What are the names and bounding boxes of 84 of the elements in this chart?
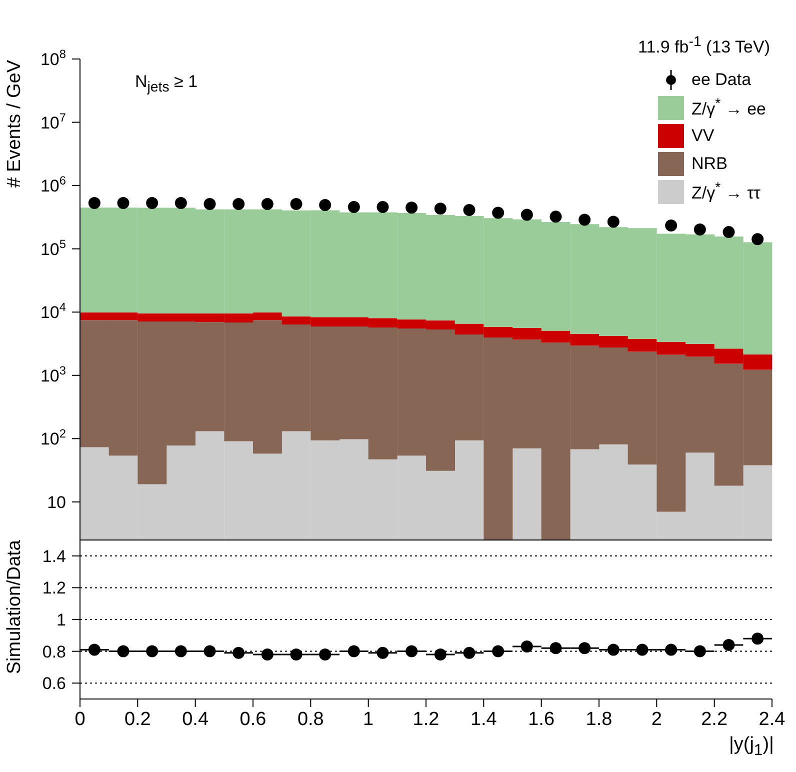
point	[607, 216, 620, 228]
point	[492, 645, 504, 658]
legend-label: Z/γ$^{*}$ → ee	[692, 96, 766, 120]
point	[578, 642, 591, 654]
point	[578, 214, 591, 226]
point	[520, 640, 533, 653]
point	[434, 648, 446, 660]
point	[261, 198, 274, 210]
point	[146, 645, 158, 658]
point	[492, 206, 504, 219]
legend-label: NRB	[692, 154, 728, 174]
x-tick-label: 2.2	[701, 709, 728, 730]
point	[607, 644, 620, 656]
point	[348, 645, 360, 658]
point	[520, 208, 533, 221]
y-axis-title: Simulation/Data	[4, 540, 25, 674]
point	[665, 219, 678, 232]
x-axis-title: |y(j$_{1}$)|	[728, 734, 774, 760]
x-tick-label: 1.4	[470, 709, 498, 730]
point	[232, 646, 245, 659]
x-tick-label: 0.2	[124, 709, 151, 730]
x-tick-label: 1.8	[586, 709, 612, 730]
legend-label: VV	[692, 126, 714, 146]
y-tick-label: 10$^{8}$	[40, 47, 66, 69]
point	[376, 646, 389, 659]
point	[174, 645, 187, 658]
x-tick-label: 0.6	[240, 709, 266, 730]
point	[117, 645, 130, 658]
point	[434, 202, 446, 215]
point	[146, 196, 158, 209]
point	[376, 201, 389, 213]
x-tick-label: 1	[363, 709, 374, 730]
y-tick-label: 1	[56, 610, 66, 630]
point	[722, 638, 735, 651]
point	[463, 204, 476, 216]
x-tick-label: 0	[74, 709, 86, 730]
y-tick-label: 10$^{4}$	[40, 300, 66, 322]
point	[290, 198, 302, 210]
point	[665, 644, 678, 656]
x-tick-label: 2	[651, 709, 662, 730]
point	[232, 198, 245, 210]
y-tick-label: 1.4	[42, 546, 66, 566]
y-tick-label: 0.6	[42, 674, 66, 694]
y-tick-label: 10$^{5}$	[40, 236, 66, 259]
bar	[512, 448, 542, 540]
point	[319, 648, 332, 660]
point	[204, 198, 216, 210]
y-tick-label: 10$^{2}$	[40, 426, 66, 449]
x-tick-label: 2.4	[758, 709, 786, 730]
y-tick-label: 10$^{6}$	[40, 174, 66, 196]
point	[290, 648, 302, 660]
point	[117, 196, 130, 209]
point	[348, 201, 360, 213]
point	[88, 644, 100, 656]
point	[204, 645, 216, 658]
point	[406, 202, 418, 214]
point	[722, 226, 735, 238]
point	[636, 644, 648, 656]
y-tick-label: 10	[47, 492, 66, 512]
point	[406, 645, 418, 658]
y-tick-label: 10$^{3}$	[40, 363, 66, 386]
point	[694, 223, 706, 236]
point	[550, 210, 562, 223]
legend-label: ee Data	[692, 70, 752, 90]
y-tick-label: 10$^{7}$	[40, 110, 66, 132]
x-tick-label: 1.2	[412, 709, 440, 730]
point	[752, 233, 764, 246]
point	[261, 648, 274, 660]
x-tick-label: 0.4	[182, 709, 209, 730]
y-tick-label: 0.8	[42, 642, 66, 662]
point	[694, 645, 706, 658]
y-axis-title: # Events / GeV	[4, 60, 25, 188]
text: 11.9 fb$^{-1}$ (13 TeV)	[638, 34, 770, 58]
point	[550, 642, 562, 654]
x-tick-label: 0.8	[297, 709, 324, 730]
point	[174, 196, 187, 209]
point	[463, 646, 476, 659]
x-tick-label: 1.6	[528, 709, 555, 730]
point	[88, 196, 100, 209]
annotation: N$_{jets}$ ≥ 1	[135, 72, 198, 96]
point	[752, 632, 764, 645]
y-tick-label: 1.2	[42, 578, 66, 598]
legend-label: Z/γ$^{*}$ → ττ	[692, 180, 761, 204]
point	[319, 198, 332, 211]
